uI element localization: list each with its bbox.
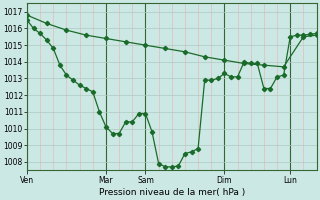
- X-axis label: Pression niveau de la mer( hPa ): Pression niveau de la mer( hPa ): [99, 188, 245, 197]
